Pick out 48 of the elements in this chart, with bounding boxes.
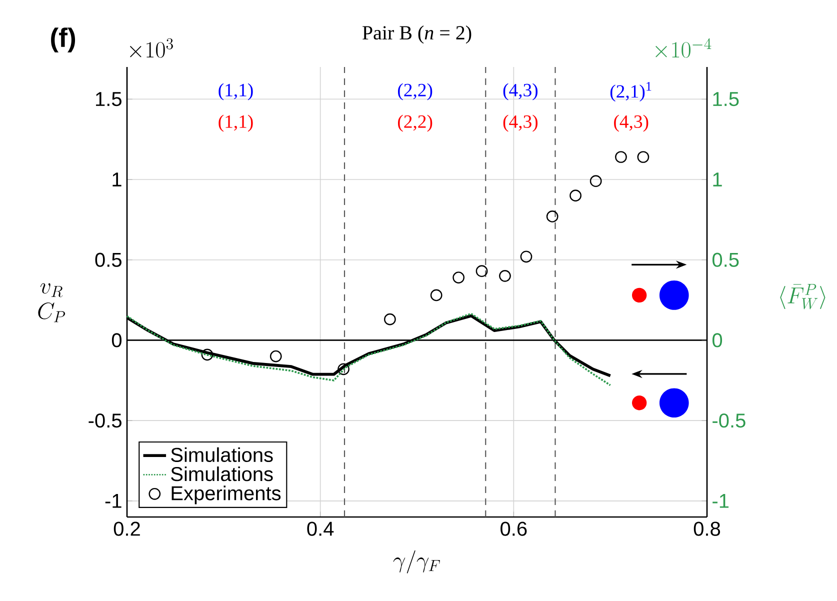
- y-tick-label: -1: [105, 494, 122, 508]
- y-tick-label: 1: [112, 172, 122, 186]
- y2-tick-label: -1: [712, 494, 729, 508]
- point: [615, 151, 627, 163]
- y2-tick-label: -0.5: [712, 413, 746, 428]
- annotation: (2,2): [398, 114, 432, 132]
- legend-label: Experiments: [172, 486, 281, 504]
- point: [452, 272, 465, 284]
- point: [338, 363, 350, 376]
- annotation: (2,1)$^{1}$: [610, 82, 652, 102]
- y-tick-label: 0: [112, 333, 122, 348]
- y2-tick-label: 0: [712, 333, 722, 348]
- x-tick-label: 0.2: [114, 522, 140, 536]
- chart-title: Pair B (n = 2): [362, 26, 472, 44]
- y-tick-label: 0.5: [95, 252, 122, 267]
- x-axis-title: $\gamma/\gamma_F$: [393, 550, 440, 574]
- legend-label: Simulations: [171, 447, 273, 462]
- text: (f): [51, 28, 76, 52]
- point: [384, 313, 396, 326]
- x-tick-label: 0.6: [500, 522, 527, 536]
- annotation: (2,2): [398, 83, 432, 100]
- text: $\times 10^{-4}$: [656, 38, 712, 58]
- point: [546, 210, 558, 222]
- point: [430, 289, 442, 302]
- y2-tick-label: 1.5: [713, 92, 739, 106]
- y-axis-title: $\begin{array}{c}v_R\\ C_P\end{array}$: [38, 283, 66, 322]
- annotation: (1,1): [218, 114, 253, 132]
- y2-tick-label: 1: [713, 172, 722, 186]
- point: [590, 175, 602, 188]
- y2-tick-label: 0.5: [712, 252, 739, 267]
- annotation: (4,3): [503, 114, 538, 132]
- legend-label: Simulations: [171, 466, 273, 482]
- x-tick-label: 0.4: [307, 522, 334, 536]
- annotation: (4,3): [503, 83, 538, 100]
- point: [476, 265, 488, 278]
- x-tick-label: 0.8: [694, 522, 720, 536]
- y-tick-label: 1.5: [96, 92, 122, 106]
- y2-axis-title: $\langle \bar{F}_W^P \rangle$: [780, 284, 826, 310]
- y-tick-label: -0.5: [88, 413, 122, 428]
- text: $\times 10^{3}$: [130, 38, 173, 58]
- point: [270, 350, 282, 362]
- point: [201, 348, 214, 361]
- point: [520, 250, 532, 263]
- annotation: (1,1): [218, 83, 253, 100]
- point: [499, 270, 511, 282]
- point: [637, 151, 650, 163]
- point: [570, 190, 582, 202]
- annotation: (4,3): [614, 114, 648, 132]
